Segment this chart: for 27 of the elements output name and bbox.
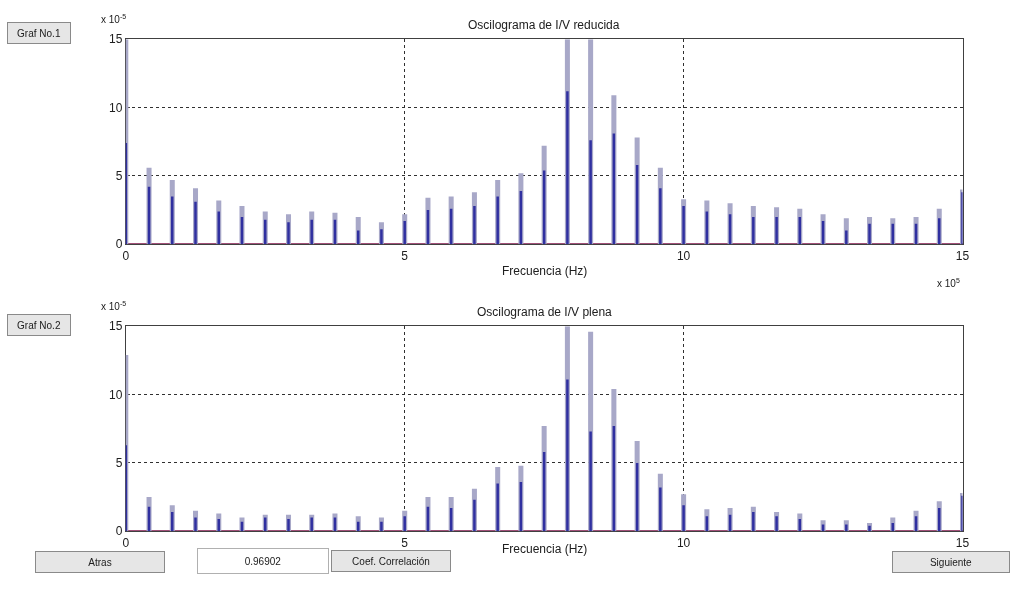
x-axis-title: Frecuencia (Hz) — [502, 542, 588, 556]
text: Graf No.2 — [17, 319, 61, 331]
x-tick-label: 10 — [676, 535, 691, 550]
chart-title: Oscilograma de I/V reducida — [468, 18, 620, 32]
text: Graf No.1 — [17, 27, 61, 39]
text: x 10$^{-5}$ — [101, 13, 127, 26]
x-tick-label: 15 — [955, 535, 970, 550]
y-tick-label: 0 — [115, 524, 123, 539]
x-tick-label: 5 — [401, 248, 409, 263]
y-tick-label: 10 — [109, 100, 123, 115]
text: x 10$^{5}$ — [937, 277, 960, 290]
text: Siguiente — [929, 556, 973, 568]
y-tick-label: 15 — [109, 319, 123, 334]
text: Coef. Correlación — [352, 555, 430, 567]
y-tick-label: 0 — [115, 237, 123, 252]
text: x 10$^{-5}$ — [101, 300, 127, 313]
y-tick-label: 15 — [109, 32, 123, 47]
x-tick-label: 10 — [676, 248, 691, 263]
x-axis-title: Frecuencia (Hz) — [502, 264, 588, 278]
y-tick-label: 5 — [115, 456, 123, 471]
text: 0.96902 — [244, 555, 282, 567]
x-tick-label: 15 — [955, 248, 970, 263]
y-tick-label: 10 — [109, 387, 123, 402]
y-tick-label: 5 — [115, 169, 123, 184]
chart-title: Oscilograma de I/V plena — [477, 305, 613, 319]
x-tick-label: 5 — [401, 535, 409, 550]
text: Atras — [88, 556, 112, 568]
